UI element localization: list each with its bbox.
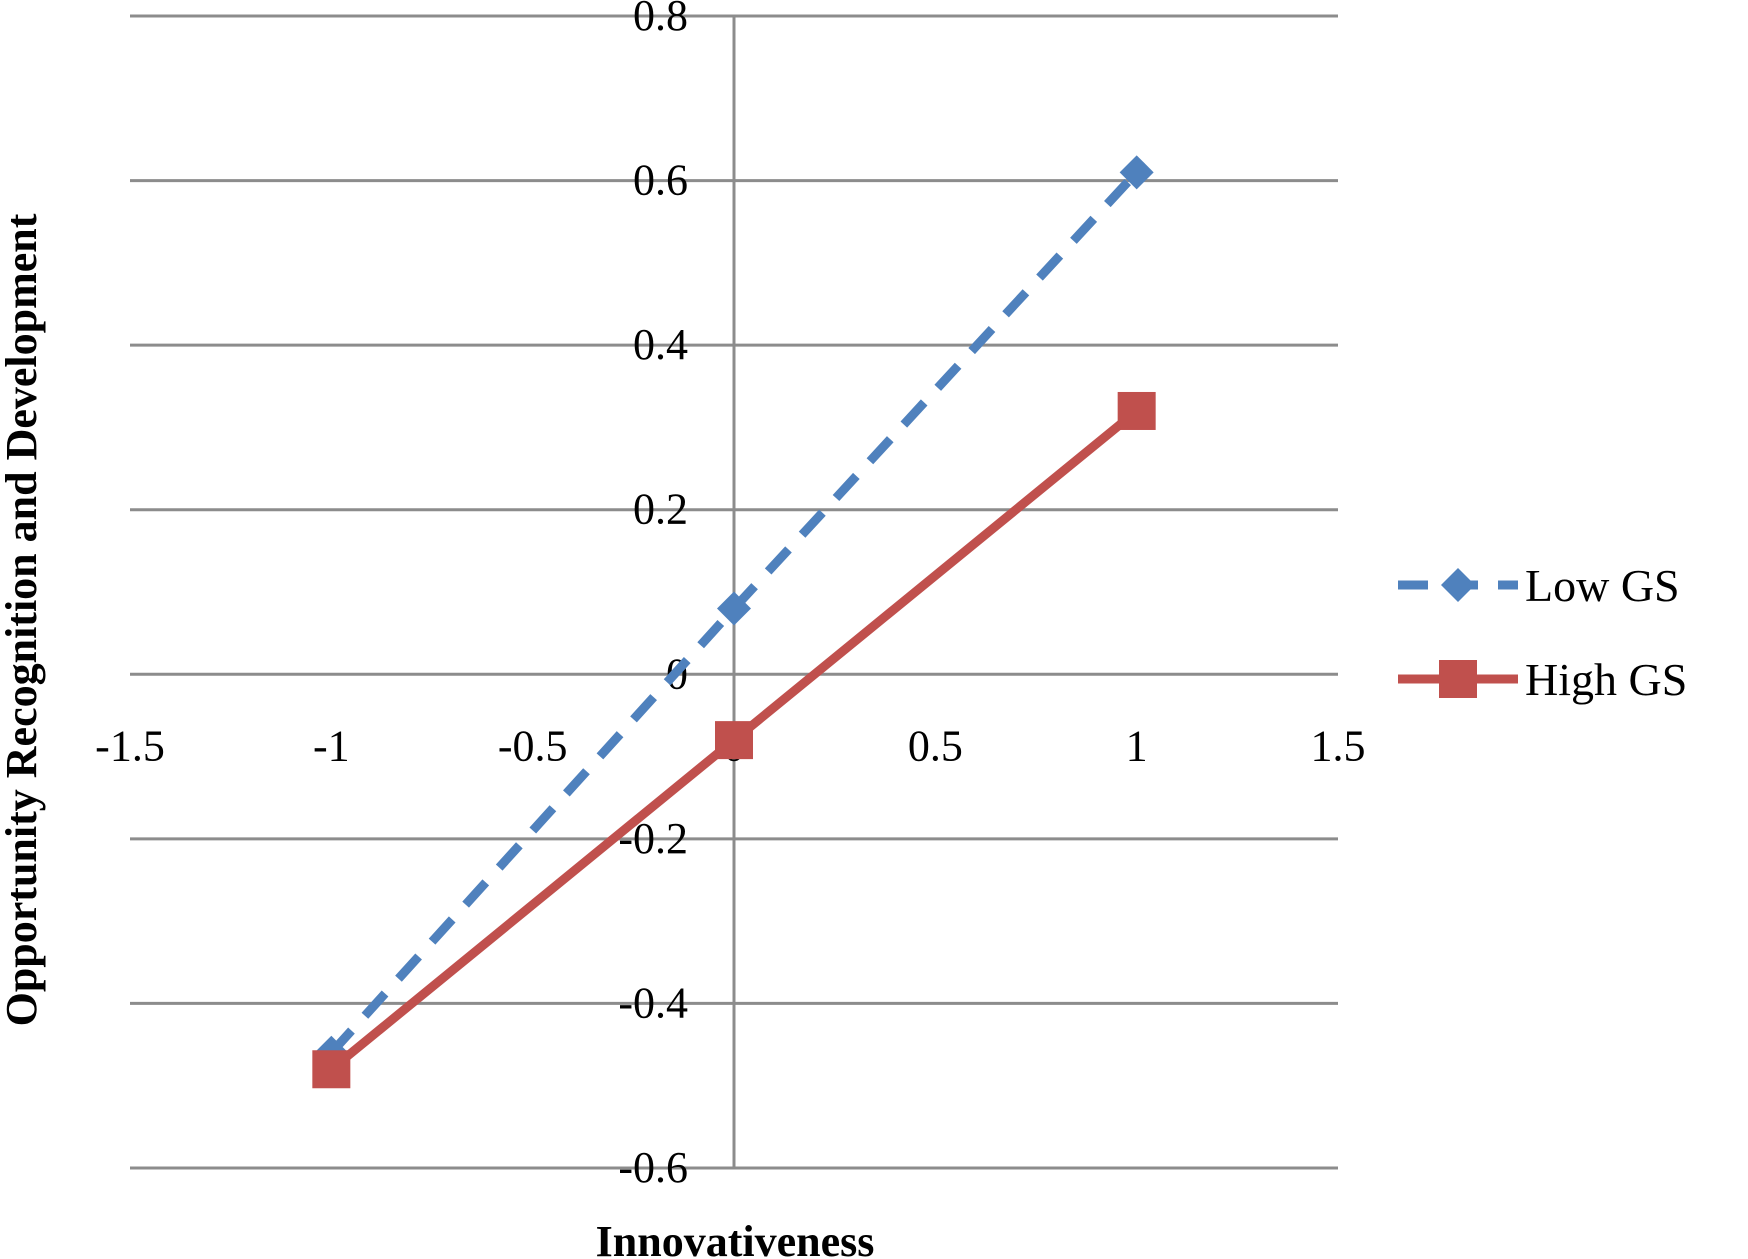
data-point-high-gs [715,721,753,760]
y-tick-labels: 0.80.60.40.20-0.2-0.4-0.6 [618,0,688,1192]
data-point-high-gs [312,1050,351,1089]
y-tick-label: 0.6 [633,156,688,205]
y-axis-title: Opportunity Recognition and Development [0,213,46,1026]
y-tick-label: 0.8 [633,0,688,40]
legend-label-low-gs: Low GS [1525,560,1680,611]
legend-marker-low-gs [1441,568,1475,602]
y-tick-label: -0.4 [618,978,688,1027]
legend: Low GS High GS [1398,560,1687,705]
x-tick-label: -1.5 [95,721,165,770]
x-tick-label: -1 [313,721,350,770]
legend-label-high-gs: High GS [1525,654,1687,705]
data-point-high-gs [1117,391,1156,430]
x-tick-label: 0.5 [908,721,963,770]
x-tick-label: -0.5 [498,721,568,770]
y-tick-label: 0.4 [633,320,688,369]
x-axis-title: Innovativeness [596,1217,875,1259]
data-point-low-gs [717,591,751,626]
data-point-low-gs [1119,155,1154,190]
x-tick-label: 1 [1126,721,1148,770]
y-tick-label: -0.6 [618,1143,688,1192]
series-group [312,155,1156,1089]
legend-marker-high-gs [1439,660,1477,698]
x-tick-label: 1.5 [1311,721,1366,770]
y-tick-label: 0.2 [633,485,688,534]
